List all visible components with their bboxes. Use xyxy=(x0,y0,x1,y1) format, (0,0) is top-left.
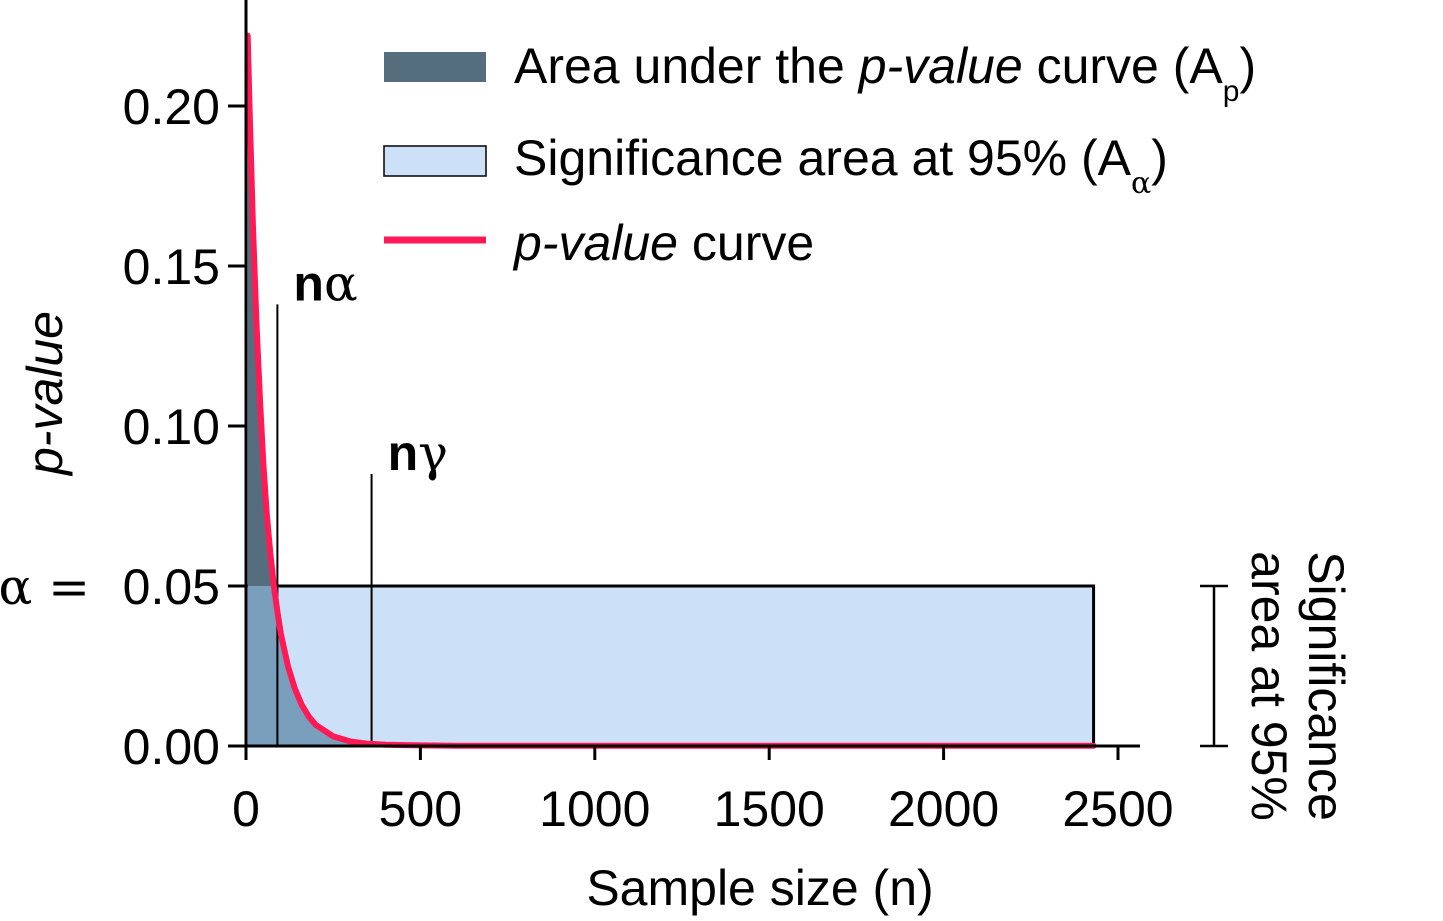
significance-area xyxy=(244,584,1096,748)
axes xyxy=(244,0,1140,748)
legend-label-area-p: Area under the p-value curve (Ap) xyxy=(514,38,1256,108)
alpha-label: α = xyxy=(0,558,90,616)
y-axis-title: p-value xyxy=(17,311,73,477)
plot-areas xyxy=(244,35,1096,748)
legend-label-curve: p-value curve xyxy=(512,215,814,271)
annotations: nα nγ xyxy=(293,254,448,482)
x-tick-label: 2000 xyxy=(888,781,999,837)
x-tick-label: 500 xyxy=(379,781,462,837)
legend-swatch-area-alpha xyxy=(383,145,487,177)
bracket-label-line2: area at 95% xyxy=(1241,551,1297,821)
bracket-label-line1: Significance xyxy=(1298,551,1354,821)
n-alpha-label: nα xyxy=(293,254,357,312)
n-gamma-label: nγ xyxy=(388,424,448,482)
y-tick-label: 0.00 xyxy=(123,719,220,775)
x-tick-label: 2500 xyxy=(1062,781,1173,837)
x-axis-title: Sample size (n) xyxy=(586,860,933,916)
y-tick-label: 0.15 xyxy=(123,239,220,295)
area-under-curve-above-alpha xyxy=(247,35,274,586)
x-tick-label: 0 xyxy=(232,781,260,837)
legend-swatch-area-p xyxy=(384,52,486,82)
x-tick-label: 1000 xyxy=(539,781,650,837)
y-tick-label: 0.20 xyxy=(123,79,220,135)
ticks: 0 500 1000 1500 2000 2500 0.00 0.05 0.10 0.15 0.20… xyxy=(0,79,1174,837)
legend: Area under the p-value curve (Ap) Signif… xyxy=(383,38,1256,271)
significance-bracket: Significance area at 95% xyxy=(1200,551,1354,821)
x-tick-label: 1500 xyxy=(714,781,825,837)
legend-label-area-alpha: Significance area at 95% (Aα) xyxy=(514,130,1168,201)
y-tick-label: 0.05 xyxy=(123,559,220,615)
y-tick-label: 0.10 xyxy=(123,399,220,455)
